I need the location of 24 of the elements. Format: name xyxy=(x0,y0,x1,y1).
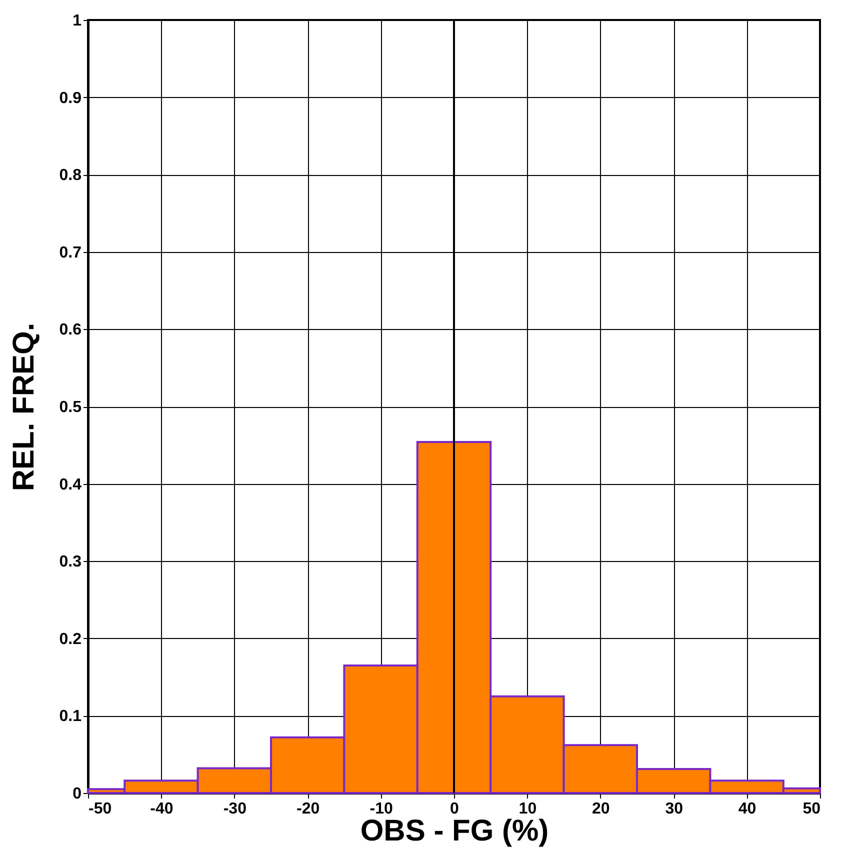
x-tick-label: -40 xyxy=(150,800,174,818)
y-tick-label: 0.8 xyxy=(59,167,82,184)
x-tick-label: 0 xyxy=(450,800,460,818)
y-tick-label: 0 xyxy=(72,786,82,802)
y-tick-label: 0.5 xyxy=(59,399,82,416)
x-tick-label: 20 xyxy=(592,800,610,818)
y-tick-label: 0.2 xyxy=(59,630,82,648)
x-tick-label: -10 xyxy=(370,800,393,818)
y-tick-label: 0.6 xyxy=(59,322,82,339)
x-tick-label: 50 xyxy=(802,800,821,818)
x-tick-label: 10 xyxy=(518,800,537,818)
y-tick-label: 0.1 xyxy=(59,708,82,726)
y-tick-label: 0.4 xyxy=(59,476,82,494)
y-tick-label: 1 xyxy=(72,12,82,30)
y-axis-title: REL. FREQ. xyxy=(7,322,40,492)
x-tick-label: -30 xyxy=(223,800,247,818)
y-tick-label: 0.7 xyxy=(59,244,82,262)
x-tick-label: 40 xyxy=(738,800,756,818)
x-tick-label: -20 xyxy=(296,800,320,818)
y-tick-label: 0.3 xyxy=(59,554,82,571)
x-tick-label: 30 xyxy=(665,800,684,818)
x-tick-label: -50 xyxy=(88,800,112,818)
y-tick-label: 0.9 xyxy=(59,90,82,107)
x-axis-title: OBS - FG (%) xyxy=(360,814,549,848)
